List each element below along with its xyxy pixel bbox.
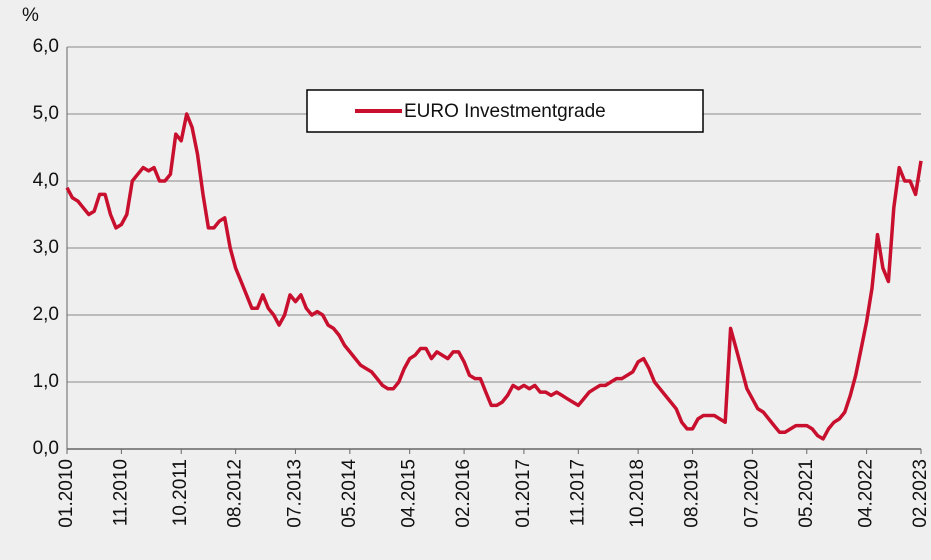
x-tick-label: 08.2019 (682, 459, 703, 528)
x-tick-label: 04.2022 (856, 459, 877, 528)
x-tick-label: 05.2021 (796, 459, 817, 528)
x-tick-label: 02.2016 (453, 459, 474, 528)
legend-label: EURO Investmentgrade (404, 101, 606, 122)
x-tick-label: 07.2020 (741, 459, 762, 528)
y-tick-label: 0,0 (33, 438, 59, 459)
x-tick-label: 05.2014 (339, 459, 360, 528)
x-tick-label: 08.2012 (225, 459, 246, 528)
y-tick-label: 1,0 (33, 371, 59, 392)
y-tick-label: 4,0 (33, 170, 59, 191)
x-tick-label: 01.2010 (56, 459, 77, 528)
x-tick-label: 01.2017 (513, 459, 534, 528)
x-tick-label: 07.2013 (284, 459, 305, 528)
x-tick-label: 11.2010 (110, 459, 131, 526)
x-tick-label: 04.2015 (399, 459, 420, 528)
y-tick-label: 2,0 (33, 304, 59, 325)
y-tick-label: 5,0 (33, 103, 59, 124)
x-tick-label: 02.2023 (910, 459, 931, 528)
y-tick-label: 3,0 (33, 237, 59, 258)
x-tick-label: 10.2018 (627, 459, 648, 528)
x-tick-label: 11.2017 (567, 459, 588, 526)
x-tick-label: 10.2011 (170, 459, 191, 526)
data-line (65, 112, 923, 441)
y-axis-label: % (22, 5, 39, 26)
y-tick-label: 6,0 (33, 36, 59, 57)
